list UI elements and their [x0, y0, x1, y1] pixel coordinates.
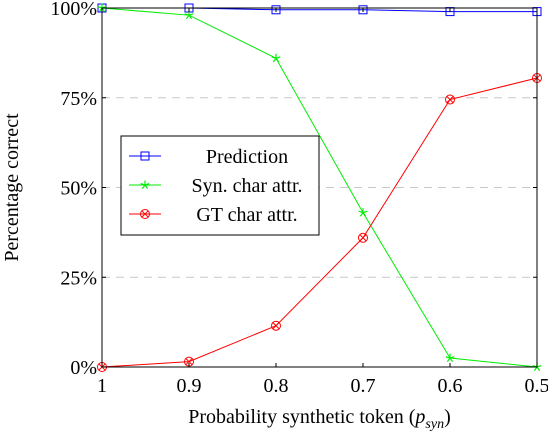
- data-point: [184, 10, 194, 20]
- y-tick-label: 0%: [70, 357, 97, 379]
- star-stroke: [536, 366, 541, 371]
- star-stroke: [97, 6, 103, 9]
- x-tick-label: 0.8: [264, 375, 289, 397]
- data-point: [271, 5, 281, 15]
- x-axis-label: Probability synthetic token (psyn): [188, 406, 451, 432]
- series-0: [97, 3, 542, 17]
- cross-stroke: [359, 234, 367, 242]
- cross-stroke: [446, 95, 454, 104]
- square-marker: [271, 5, 281, 15]
- data-point: [271, 320, 281, 331]
- x-axis-label-sub: syn: [425, 417, 444, 432]
- square-marker: [358, 5, 368, 15]
- data-point: [358, 232, 368, 243]
- y-tick-label: 25%: [60, 267, 97, 289]
- star-stroke: [533, 366, 538, 371]
- cross-stroke: [185, 358, 193, 366]
- star-stroke: [140, 183, 146, 186]
- star-stroke: [144, 183, 150, 186]
- legend-entry: Prediction: [129, 146, 288, 168]
- cross-stroke: [141, 210, 149, 218]
- star-stroke: [141, 184, 146, 189]
- star-stroke: [185, 14, 190, 20]
- axis-ticks: 0% 25% 50% 75% 100% 1 0.9 0.8 0.7 0.6 0.5: [50, 0, 548, 397]
- legend-label: GT char attr.: [196, 204, 297, 226]
- star-stroke: [449, 357, 454, 363]
- circle-marker: [271, 320, 281, 331]
- square-marker: [140, 151, 150, 161]
- legend-label: Syn. char attr.: [191, 175, 302, 197]
- data-point: [358, 5, 368, 15]
- star-stroke: [362, 210, 368, 214]
- star-stroke: [275, 57, 280, 63]
- legend-entry: Syn. char attr.: [129, 175, 303, 197]
- x-tick-label: 0.7: [351, 375, 376, 397]
- legend-marker: [140, 151, 150, 161]
- data-point: [271, 53, 281, 63]
- star-stroke: [536, 365, 542, 368]
- y-tick-label: 50%: [60, 178, 97, 200]
- y-tick-label: 75%: [60, 88, 97, 110]
- star-stroke: [359, 212, 364, 217]
- series-line: [101, 7, 538, 368]
- star-stroke: [272, 57, 277, 63]
- star-stroke: [362, 212, 367, 217]
- y-tick-label: 100%: [50, 0, 97, 20]
- cross-stroke: [272, 322, 280, 330]
- series-line: [102, 7, 537, 13]
- legend-marker: [140, 209, 150, 219]
- star-stroke: [358, 210, 364, 214]
- series-line: [101, 77, 538, 368]
- x-tick-label: 0.6: [438, 375, 463, 397]
- circle-marker: [140, 209, 150, 219]
- legend-entry: GT char attr.: [129, 204, 298, 226]
- star-stroke: [275, 56, 281, 59]
- x-tick-label: 0.5: [525, 375, 548, 397]
- star-stroke: [184, 13, 190, 16]
- data-point: [445, 353, 455, 363]
- star-stroke: [188, 14, 193, 20]
- star-stroke: [144, 184, 149, 189]
- star-stroke: [446, 357, 451, 363]
- x-tick-label: 0.9: [177, 375, 202, 397]
- legend-label: Prediction: [206, 146, 288, 168]
- y-axis-label: Percentage correct: [1, 113, 23, 262]
- legend-marker: [140, 180, 150, 189]
- star-stroke: [188, 13, 194, 16]
- star-stroke: [449, 356, 455, 359]
- x-tick-label: 1: [97, 375, 107, 397]
- x-axis-label-var: p: [413, 406, 425, 428]
- circle-marker: [358, 232, 368, 243]
- star-stroke: [271, 56, 277, 59]
- legend: Prediction Syn. char attr. GT char attr.: [120, 135, 320, 236]
- data-point: [358, 208, 368, 217]
- x-axis-label-text: Probability synthetic token: [188, 406, 404, 428]
- data-point: [445, 94, 455, 105]
- circle-marker: [445, 94, 455, 105]
- star-stroke: [445, 356, 451, 359]
